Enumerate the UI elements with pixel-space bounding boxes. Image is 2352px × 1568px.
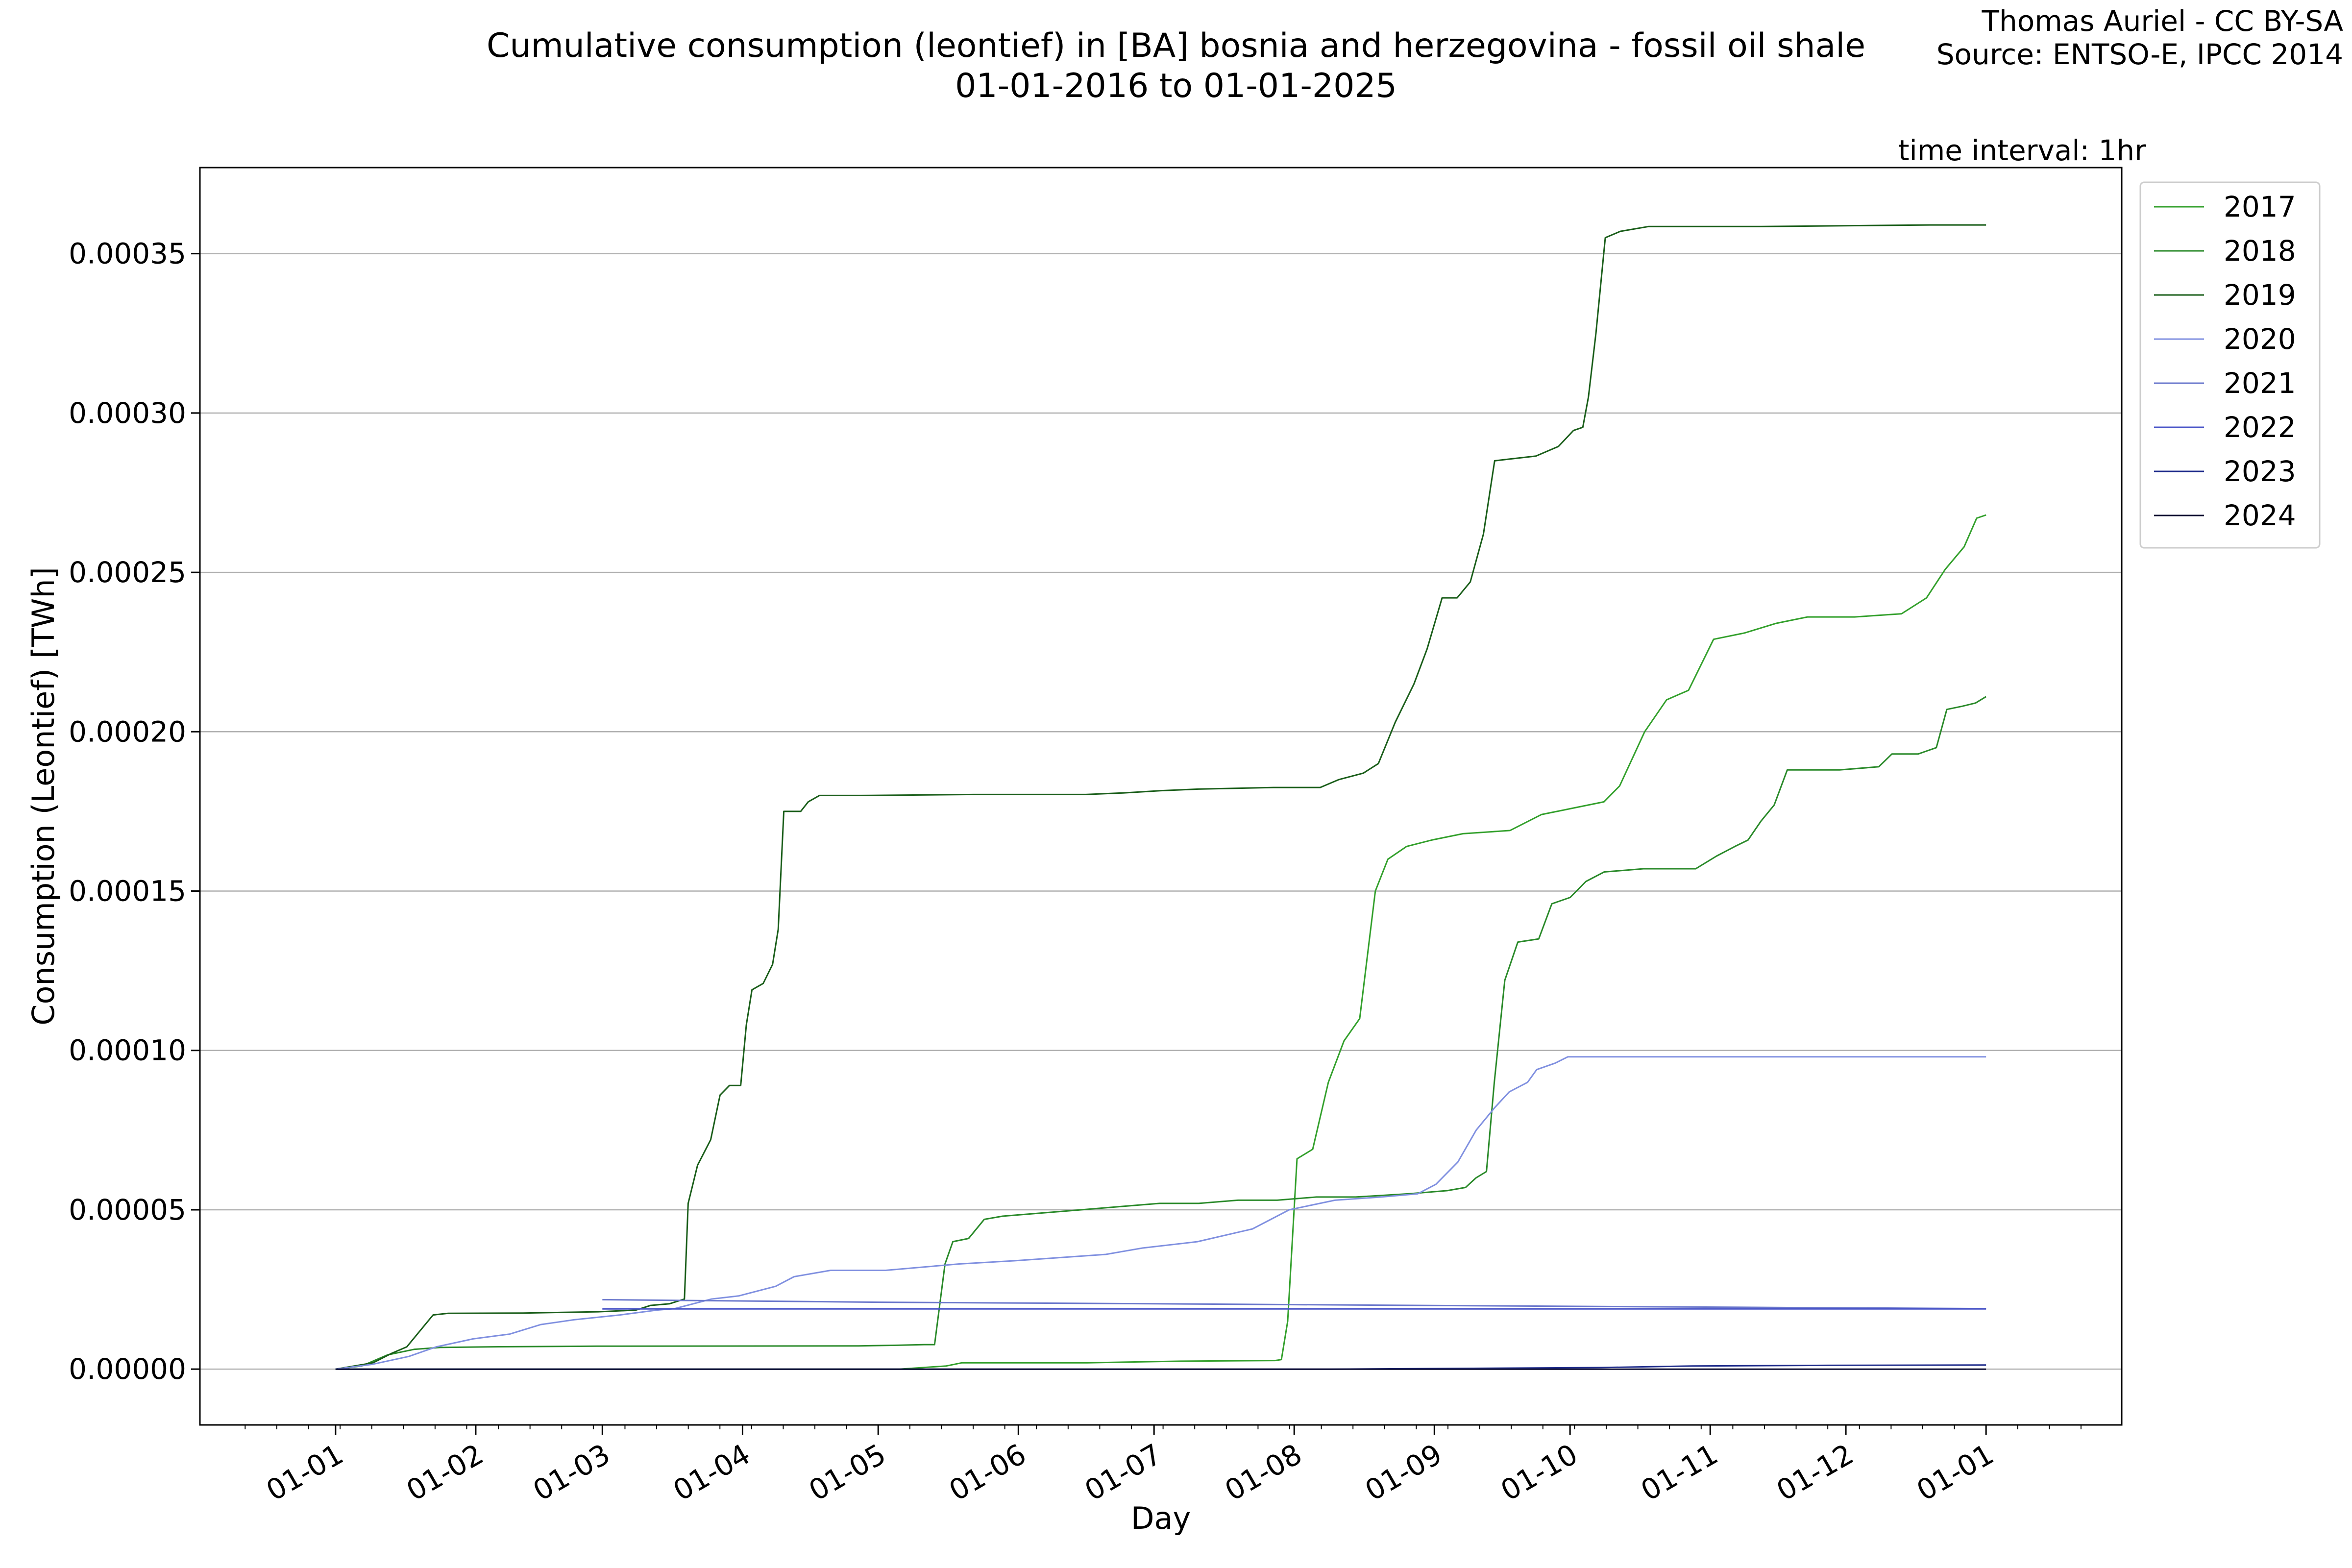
source-credit: Source: ENTSO-E, IPCC 2014 — [1936, 38, 2343, 71]
legend-label[interactable]: 2019 — [2224, 278, 2296, 312]
y-axis-label: Consumption (Leontief) [TWh] — [25, 567, 61, 1026]
x-tick-label: 01-01 — [261, 1437, 349, 1507]
series-lines — [335, 224, 1986, 1370]
author-credit: Thomas Auriel - CC BY-SA — [1982, 4, 2343, 38]
y-tick-label: 0.00030 — [69, 396, 186, 430]
legend-box — [2139, 181, 2321, 549]
chart-subtitle: 01-01-2016 to 01-01-2025 — [955, 67, 1397, 105]
x-tick-label: 01-12 — [1771, 1437, 1859, 1507]
legend-label[interactable]: 2021 — [2224, 367, 2296, 400]
y-tick-label: 0.00015 — [69, 875, 186, 908]
legend-label[interactable]: 2020 — [2224, 322, 2296, 356]
x-tick-label: 01-03 — [527, 1437, 615, 1507]
chart-title: Cumulative consumption (leontief) in [BA… — [486, 26, 1866, 65]
x-tick-label: 01-08 — [1219, 1437, 1307, 1507]
y-tick-label: 0.00035 — [69, 237, 186, 270]
series-line-2021 — [602, 1298, 1986, 1310]
legend-label[interactable]: 2023 — [2224, 455, 2296, 488]
legend[interactable]: 2017 2018 2019 2020 2021 2022 2023 2024 — [2139, 181, 2321, 549]
legend-label[interactable]: 2024 — [2224, 499, 2296, 532]
series-line-2019 — [335, 224, 1986, 1370]
x-tick-label: 01-06 — [943, 1437, 1031, 1507]
y-axis: 0.00000 0.00005 0.00010 0.00015 0.00020 0.000… — [69, 237, 200, 1386]
x-axis: 01-01 01-02 01-03 01-04 01-05 01-06 01-07 01-08… — [245, 1425, 2082, 1507]
legend-label[interactable]: 2022 — [2224, 411, 2296, 444]
grid-lines — [200, 253, 2122, 1370]
x-tick-label: 01-11 — [1635, 1437, 1723, 1507]
y-tick-label: 0.00010 — [69, 1034, 186, 1067]
y-tick-label: 0.00000 — [69, 1352, 186, 1386]
x-tick-label: 01-10 — [1495, 1437, 1583, 1507]
time-interval-label: time interval: 1hr — [1898, 134, 2146, 167]
series-line-2020 — [335, 1056, 1986, 1370]
x-tick-label: 01-02 — [401, 1437, 489, 1507]
x-axis-label: Day — [1131, 1500, 1191, 1536]
series-line-2017 — [335, 514, 1986, 1370]
legend-label[interactable]: 2018 — [2224, 234, 2296, 268]
x-tick-label: 01-01 — [1911, 1437, 1999, 1507]
x-tick-label: 01-05 — [803, 1437, 891, 1507]
y-tick-label: 0.00025 — [69, 556, 186, 589]
legend-label[interactable]: 2017 — [2224, 190, 2296, 223]
x-tick-label: 01-04 — [667, 1437, 756, 1507]
series-line-2018 — [335, 696, 1986, 1370]
plot-area-frame — [199, 167, 2123, 1426]
y-tick-label: 0.00020 — [69, 715, 186, 748]
x-tick-label: 01-09 — [1359, 1437, 1447, 1507]
y-tick-label: 0.00005 — [69, 1193, 186, 1226]
x-tick-label: 01-07 — [1079, 1437, 1167, 1507]
